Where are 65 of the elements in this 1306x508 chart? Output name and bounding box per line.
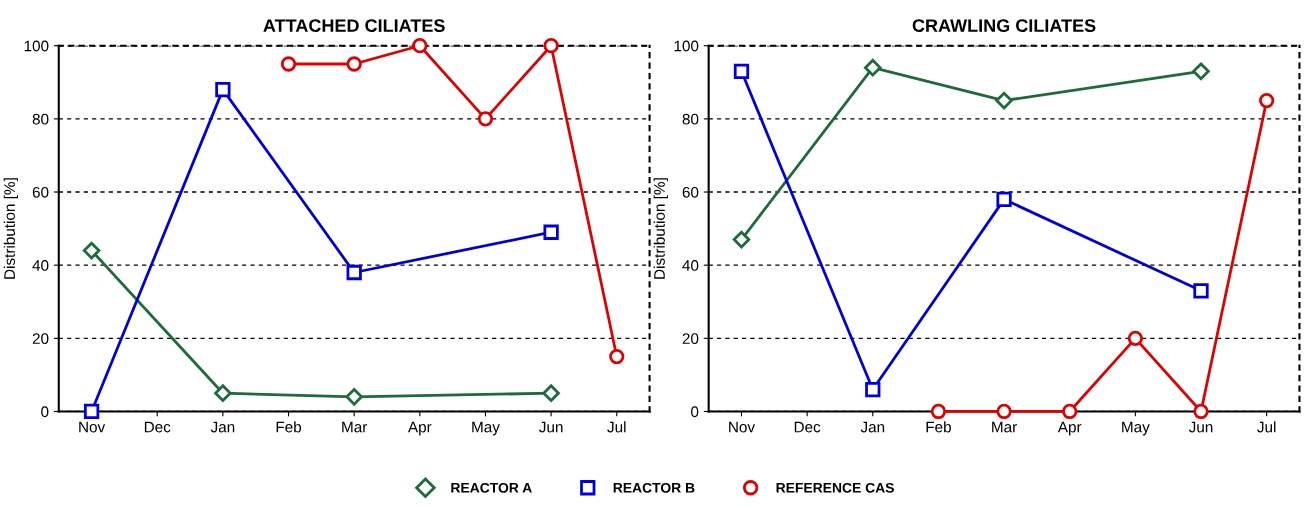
x-tick-label: Nov xyxy=(729,421,756,433)
y-tick-label: 20 xyxy=(682,333,699,345)
point xyxy=(733,63,750,79)
x-tick-label: Jul xyxy=(607,421,626,433)
x-tick-label: May xyxy=(1122,421,1150,436)
x-tick-label: May xyxy=(472,421,500,436)
legend-label: REFERENCE CAS xyxy=(776,482,894,493)
x-tick-label: Apr xyxy=(407,421,432,436)
legend-label: REACTOR B xyxy=(613,482,695,493)
point xyxy=(543,224,559,240)
point xyxy=(412,38,428,54)
x-tick-label: Mar xyxy=(342,421,368,433)
point xyxy=(214,384,232,402)
point xyxy=(1062,403,1078,420)
x-tick-label: Jul xyxy=(1257,421,1276,433)
point xyxy=(930,403,947,420)
y-tick-label: 100 xyxy=(674,40,699,52)
point xyxy=(346,264,362,281)
point xyxy=(542,384,560,402)
x-tick-label: Jan xyxy=(860,421,885,433)
point xyxy=(1259,92,1275,109)
point xyxy=(543,38,559,54)
x-tick-label: Mar xyxy=(992,421,1017,433)
point xyxy=(1192,62,1210,81)
chart-title: CRAWLING CILIATES xyxy=(912,19,1096,33)
x-tick-label: Jun xyxy=(1188,421,1213,433)
y-tick-label: 80 xyxy=(32,113,49,125)
y-tick-label: 60 xyxy=(32,186,49,198)
point xyxy=(732,230,751,249)
point xyxy=(83,403,100,420)
x-tick-label: Feb xyxy=(276,421,302,433)
point xyxy=(1193,403,1209,420)
y-tick-label: 60 xyxy=(682,186,699,198)
y-axis-title: Distribution [%] xyxy=(653,178,668,279)
y-tick-label: 0 xyxy=(691,406,699,418)
point xyxy=(609,348,625,365)
point xyxy=(865,381,881,398)
x-tick-label: Jun xyxy=(539,421,563,433)
point xyxy=(864,58,882,77)
y-tick-label: 0 xyxy=(41,406,49,418)
point xyxy=(280,56,297,72)
y-tick-label: 20 xyxy=(32,333,49,345)
point xyxy=(477,111,494,127)
point xyxy=(1127,330,1143,346)
x-tick-label: Feb xyxy=(926,421,951,433)
point xyxy=(996,191,1012,207)
point xyxy=(1193,283,1209,299)
legend-label: REACTOR A xyxy=(451,482,532,493)
point xyxy=(82,241,101,260)
point xyxy=(995,91,1013,110)
x-tick-label: Dec xyxy=(144,421,171,433)
x-tick-label: Apr xyxy=(1057,421,1082,436)
point xyxy=(346,56,362,72)
point xyxy=(345,388,363,406)
x-tick-label: Dec xyxy=(794,421,821,433)
x-tick-label: Jan xyxy=(210,421,235,433)
chart-title: ATTACHED CILIATES xyxy=(263,19,445,33)
point xyxy=(215,81,231,98)
y-tick-label: 80 xyxy=(682,113,699,125)
y-tick-label: 100 xyxy=(24,40,49,52)
y-axis-title: Distribution [%] xyxy=(3,178,18,279)
x-tick-label: Nov xyxy=(79,421,106,433)
y-tick-label: 40 xyxy=(682,260,699,271)
point xyxy=(996,403,1012,420)
y-tick-label: 40 xyxy=(32,260,49,271)
